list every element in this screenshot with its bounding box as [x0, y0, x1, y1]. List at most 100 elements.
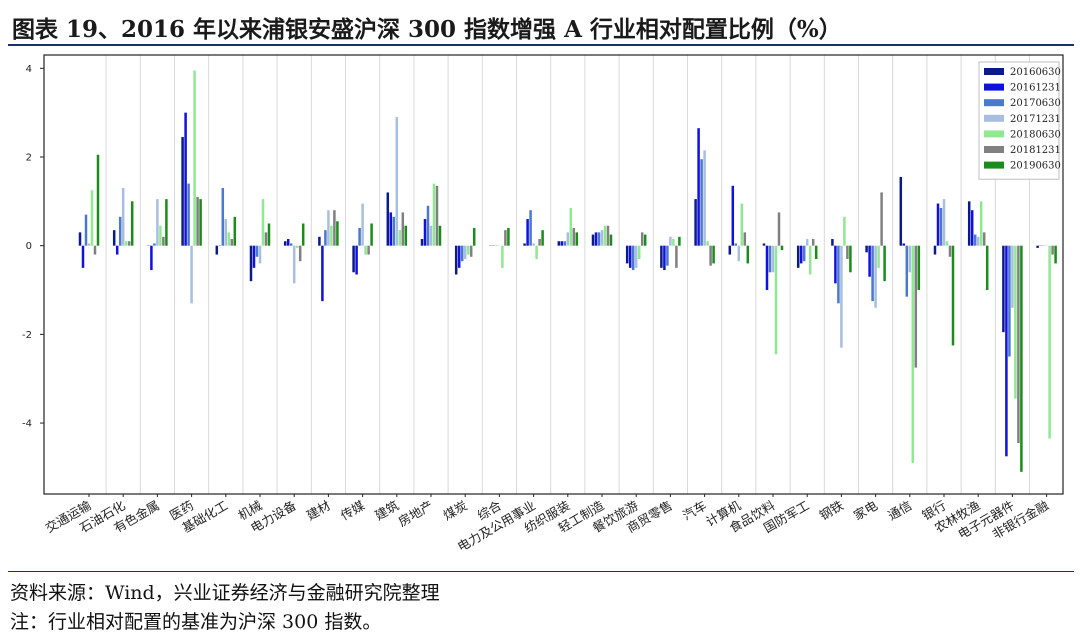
- bar: [529, 210, 532, 246]
- bar: [663, 245, 666, 271]
- y-tick-label: 4: [26, 64, 32, 75]
- bar: [837, 245, 840, 304]
- bar: [286, 239, 290, 246]
- bar: [597, 232, 601, 246]
- bar: [432, 183, 436, 246]
- benchmark-note: 注：行业相对配置的基准为沪深 300 指数。: [10, 611, 382, 633]
- bar: [386, 192, 390, 246]
- bar: [115, 245, 119, 255]
- bar: [221, 188, 225, 246]
- bar: [914, 245, 918, 368]
- bar: [802, 245, 806, 262]
- bar: [572, 227, 576, 246]
- bar: [112, 230, 116, 246]
- bar: [603, 225, 607, 246]
- legend-label: 20170630: [1010, 98, 1061, 109]
- bar: [283, 241, 287, 246]
- bar: [731, 185, 735, 246]
- bar: [395, 117, 399, 246]
- bar: [880, 192, 883, 246]
- legend-label: 20160630: [1010, 67, 1061, 78]
- legend-label: 20161231: [1010, 83, 1061, 94]
- bar: [159, 225, 162, 246]
- bar: [124, 241, 128, 246]
- bar: [979, 201, 983, 246]
- bar: [871, 245, 874, 302]
- bar: [951, 245, 955, 346]
- bar: [1036, 245, 1039, 248]
- bar: [156, 199, 159, 246]
- bar: [936, 203, 940, 246]
- bar: [466, 245, 470, 255]
- bar: [1017, 245, 1020, 444]
- bar: [740, 203, 744, 246]
- legend-label: 20190630: [1010, 161, 1061, 172]
- bar: [796, 245, 800, 268]
- legend-label: 20180630: [1010, 129, 1061, 140]
- x-tick-label: 煤炭: [441, 498, 470, 523]
- bar: [899, 176, 903, 246]
- bar: [252, 245, 256, 268]
- bar: [423, 219, 427, 246]
- bar: [81, 245, 85, 268]
- bar: [90, 190, 94, 246]
- bar: [501, 245, 504, 268]
- bar: [199, 199, 202, 246]
- bar: [289, 243, 293, 246]
- bar: [575, 232, 579, 246]
- bar: [933, 245, 937, 255]
- bar: [469, 245, 473, 257]
- bar: [905, 245, 909, 297]
- bar: [336, 221, 339, 246]
- bar: [523, 243, 526, 246]
- bar: [463, 245, 467, 259]
- bar: [187, 183, 190, 246]
- bar: [814, 245, 818, 259]
- bar: [563, 241, 567, 246]
- bar: [1054, 245, 1057, 264]
- bar: [298, 245, 302, 262]
- bar: [1011, 245, 1014, 308]
- bar: [780, 245, 784, 251]
- bar: [264, 232, 268, 246]
- bar: [401, 212, 405, 246]
- bar: [78, 232, 82, 246]
- bar: [675, 245, 678, 268]
- bar: [746, 245, 750, 264]
- bar: [948, 245, 952, 257]
- legend-label: 20181231: [1010, 145, 1061, 156]
- bar: [883, 245, 886, 282]
- bar: [404, 225, 408, 246]
- bar: [1002, 245, 1005, 333]
- bar: [917, 245, 921, 291]
- bar: [628, 245, 632, 268]
- bar: [625, 245, 629, 264]
- bar: [609, 234, 613, 246]
- bar: [261, 199, 265, 246]
- legend-swatch: [984, 83, 1004, 91]
- bar: [643, 234, 647, 246]
- bar: [526, 219, 529, 246]
- bar: [808, 245, 812, 275]
- bar: [666, 245, 669, 266]
- bar: [87, 243, 91, 246]
- bar: [557, 241, 561, 246]
- bar: [541, 230, 544, 246]
- bar: [184, 112, 187, 246]
- bar: [591, 234, 595, 246]
- bar: [318, 236, 321, 246]
- bar: [364, 245, 367, 255]
- bar: [367, 245, 370, 255]
- legend-swatch: [984, 146, 1004, 153]
- bar: [535, 245, 538, 259]
- bar: [258, 245, 262, 264]
- bar: [976, 236, 980, 246]
- bar: [267, 223, 271, 246]
- bar: [743, 232, 747, 246]
- bar: [392, 216, 396, 246]
- bar: [130, 201, 134, 246]
- bar: [737, 245, 741, 262]
- bar: [634, 245, 638, 268]
- x-tick-label: 钢铁: [817, 497, 847, 523]
